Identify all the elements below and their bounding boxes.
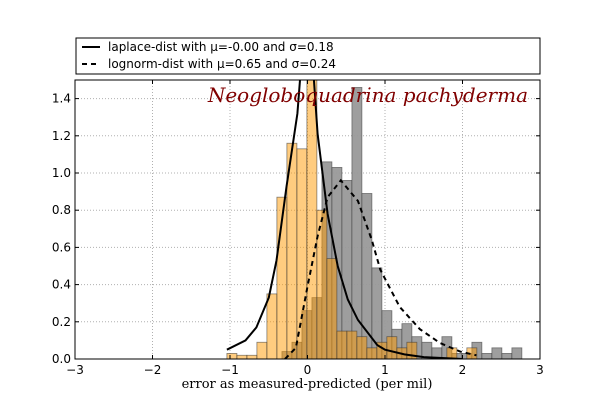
orange-hist-bar — [296, 148, 308, 359]
y-tick-label: 0.8 — [52, 203, 71, 217]
orange-hist-bar — [256, 341, 268, 359]
legend-label-lognorm: lognorm-dist with μ=0.65 and σ=0.24 — [108, 57, 336, 71]
y-tick-label: 0.4 — [52, 278, 71, 292]
orange-hist-bar — [226, 353, 238, 359]
orange-hist-bar — [346, 330, 358, 359]
chart-title: Neogloboquadrina pachyderma — [207, 83, 528, 107]
legend: laplace-dist with μ=-0.00 and σ=0.18 log… — [75, 37, 541, 75]
bars — [226, 80, 523, 359]
legend-box — [75, 37, 541, 75]
gray-hist-bar — [481, 353, 493, 359]
y-tick-label: 1.4 — [52, 92, 71, 106]
gray-hist-bar — [501, 353, 513, 359]
y-tick-label: 0.0 — [52, 352, 71, 366]
x-tick-label: −2 — [144, 363, 162, 377]
x-tick-label: −3 — [66, 363, 84, 377]
x-tick-label: −1 — [221, 363, 239, 377]
y-tick-label: 0.6 — [52, 240, 71, 254]
orange-hist-bar — [356, 336, 368, 359]
gray-hist-bar — [491, 347, 503, 359]
x-tick-label: 0 — [304, 363, 312, 377]
grid — [75, 80, 540, 359]
x-tick-label: 3 — [536, 363, 544, 377]
orange-hist-bar — [316, 209, 328, 359]
ticks: −3 −2 −1 0 1 2 3 0.0 0.2 0.4 0.6 0.8 1.0 1.2 1.4 — [52, 80, 544, 377]
orange-hist-bar — [386, 336, 398, 359]
orange-hist-bar — [336, 330, 348, 359]
orange-hist-bar — [266, 293, 278, 359]
y-tick-label: 0.2 — [52, 315, 71, 329]
y-tick-label: 1.0 — [52, 166, 71, 180]
x-tick-label: 1 — [381, 363, 389, 377]
legend-label-laplace: laplace-dist with μ=-0.00 and σ=0.18 — [108, 40, 334, 54]
orange-hist-bar — [326, 258, 338, 359]
orange-hist-bar — [236, 354, 248, 359]
x-axis-label: error as measured-predicted (per mil) — [182, 377, 433, 392]
gray-hist-bar — [511, 347, 523, 359]
orange-hist-bar — [246, 354, 258, 359]
orange-hist-bar — [366, 347, 378, 359]
curves — [226, 80, 477, 359]
x-tick-label: 2 — [459, 363, 467, 377]
orange-hist-bar — [406, 341, 418, 359]
lognorm-curve — [284, 178, 477, 359]
y-tick-label: 1.2 — [52, 129, 71, 143]
laplace-curve — [226, 80, 463, 359]
